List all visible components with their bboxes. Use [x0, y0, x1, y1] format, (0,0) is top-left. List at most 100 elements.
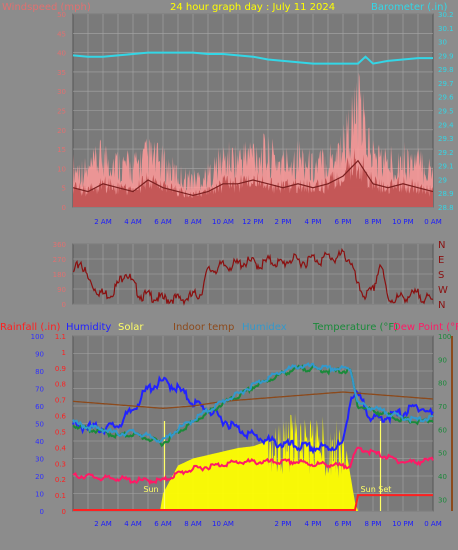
x-tick-label: 2 AM — [94, 520, 112, 528]
x-tick-label: 0 AM — [424, 520, 442, 528]
x-tick-label: 2 AM — [94, 218, 112, 226]
temperature-tick-label: 40 — [438, 473, 447, 481]
windspeed-tick-label: 0 — [62, 204, 66, 212]
barometer-tick-label: 30 — [438, 39, 447, 47]
windspeed-tick-label: 5 — [62, 185, 66, 193]
temperature-tick-label: 100 — [438, 333, 451, 341]
rain-tick-label: 0.6 — [55, 413, 67, 421]
legend-indoor-temp: Indoor temp — [173, 322, 234, 333]
x-tick-label: 2 PM — [275, 520, 292, 528]
compass-tick-label: S — [438, 270, 444, 281]
compass-tick-label: N — [438, 300, 445, 311]
dew-point-line — [72, 446, 434, 486]
temperature-tick-label: 90 — [438, 356, 447, 364]
direction-tick-label: 270 — [53, 256, 66, 264]
legend-dew-point: Dew Point (°F) — [393, 322, 458, 333]
barometer-tick-label: 29.6 — [438, 94, 454, 102]
x-tick-label: 0 AM — [424, 218, 442, 226]
windspeed-tick-label: 45 — [57, 30, 66, 38]
rain-tick-label: 0 — [62, 508, 66, 516]
graph-title: 24 hour graph day : July 11 2024 — [170, 2, 335, 13]
temperature-tick-label: 30 — [438, 496, 447, 504]
solar-area — [73, 413, 433, 511]
indoor-temp-line — [72, 391, 434, 409]
rain-tick-label: 0.1 — [55, 492, 66, 500]
direction-tick-label: 180 — [53, 271, 66, 279]
x-tick-label: 10 PM — [392, 520, 413, 528]
windspeed-axis-label: Windspeed (mph) — [2, 2, 91, 13]
windspeed-tick-label: 15 — [57, 146, 66, 154]
x-tick-label: 12 PM — [242, 218, 263, 226]
x-tick-label: 8 AM — [184, 520, 202, 528]
barometer-tick-label: 29.2 — [438, 149, 454, 157]
legend-humidity: Humidity — [66, 322, 111, 333]
direction-tick-label: 360 — [53, 241, 66, 249]
wind-barometer-panel: 0 5 10 15 20 25 30 35 40 45 50 28.8 28.9 29 29.1 29.2 29… — [57, 11, 454, 226]
compass-tick-label: N — [438, 240, 445, 251]
barometer-tick-label: 30.2 — [438, 11, 454, 19]
humidity-tick-label: 60 — [35, 403, 44, 411]
x-tick-label: 10 AM — [212, 218, 234, 226]
humidity-line — [72, 375, 434, 455]
x-tick-label: 6 AM — [154, 218, 172, 226]
x-tick-label: 4 PM — [305, 520, 322, 528]
rain-tick-label: 0.4 — [55, 444, 67, 452]
barometer-tick-label: 29.5 — [438, 108, 454, 116]
windspeed-average-line — [72, 159, 434, 197]
sunset-label: Sun Set — [361, 485, 392, 494]
barometer-tick-label: 29.7 — [438, 80, 454, 88]
x-tick-label: 2 PM — [275, 218, 292, 226]
wind-direction-line — [72, 247, 434, 306]
sunrise-label: Sun — [143, 485, 158, 494]
barometer-tick-label: 29.8 — [438, 66, 454, 74]
windspeed-tick-label: 20 — [57, 127, 66, 135]
humidity-tick-label: 70 — [35, 386, 44, 394]
humidity-tick-label: 80 — [35, 368, 44, 376]
legend-rainfall: Rainfall (.in) — [0, 322, 61, 333]
temperature-tick-label: 80 — [438, 380, 447, 388]
barometer-tick-label: 30.1 — [438, 25, 454, 33]
rain-tick-label: 0.8 — [55, 381, 66, 389]
barometer-tick-label: 28.8 — [438, 204, 454, 212]
rain-tick-label: 0.3 — [55, 460, 66, 468]
rain-tick-label: 0.7 — [55, 397, 66, 405]
barometer-tick-label: 29.1 — [438, 163, 454, 171]
humidity-tick-label: 40 — [35, 438, 44, 446]
rain-tick-label: 1.1 — [55, 333, 66, 341]
barometer-axis-label: Barometer (.in) — [371, 2, 447, 13]
humidex-line — [72, 362, 434, 444]
x-tick-label: 8 PM — [365, 520, 382, 528]
barometer-line — [72, 51, 433, 65]
humidity-tick-label: 20 — [35, 473, 44, 481]
x-tick-label: 10 AM — [212, 520, 234, 528]
rain-tick-label: 0.9 — [55, 365, 66, 373]
humidity-tick-label: 90 — [35, 351, 44, 359]
temperature-tick-label: 60 — [438, 426, 447, 434]
temperature-tick-label: 70 — [438, 403, 447, 411]
windspeed-area — [73, 148, 433, 207]
x-tick-label: 4 AM — [124, 520, 142, 528]
barometer-tick-label: 28.9 — [438, 190, 454, 198]
windspeed-tick-label: 10 — [57, 165, 66, 173]
barometer-tick-label: 29.4 — [438, 121, 454, 129]
humidity-tick-label: 50 — [35, 421, 44, 429]
direction-tick-label: 90 — [57, 286, 66, 294]
barometer-tick-label: 29 — [438, 176, 447, 184]
x-tick-label: 8 AM — [184, 218, 202, 226]
x-tick-label: 10 PM — [392, 218, 413, 226]
windspeed-tick-label: 30 — [57, 88, 66, 96]
legend-humidex: Humidex — [242, 322, 287, 333]
windspeed-tick-label: 50 — [57, 11, 66, 19]
x-tick-label: 6 PM — [335, 218, 352, 226]
compass-tick-label: E — [438, 255, 444, 266]
rain-tick-label: 1 — [62, 349, 66, 357]
x-tick-label: 6 PM — [335, 520, 352, 528]
rainfall-line — [73, 494, 433, 511]
x-tick-label: 4 AM — [124, 218, 142, 226]
humidity-tick-label: 10 — [35, 491, 44, 499]
compass-tick-label: W — [438, 285, 448, 296]
temperature-humidity-panel: 0 10 20 30 40 50 60 70 80 90 100 0 0.1 0.2 0.3 0.4 0.5 0.… — [31, 333, 453, 528]
direction-tick-label: 0 — [62, 301, 66, 309]
x-tick-label: 6 AM — [154, 520, 172, 528]
